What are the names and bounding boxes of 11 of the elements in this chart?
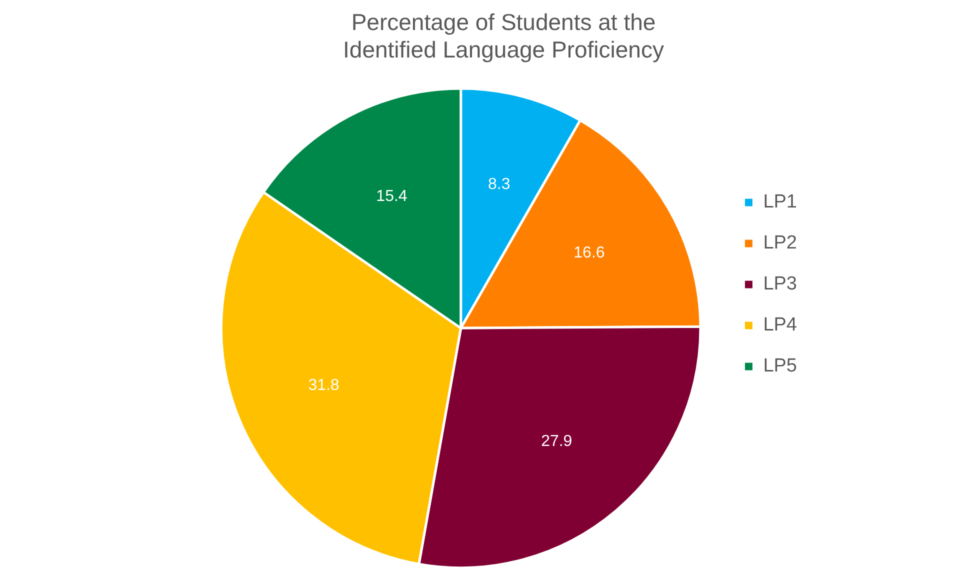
legend-label: LP1 <box>763 192 798 213</box>
legend-label: LP4 <box>763 314 798 336</box>
legend-label: LP2 <box>763 232 798 254</box>
chart-title: Percentage of Students at the Identified Language Proficiency <box>343 9 664 63</box>
legend-label: LP3 <box>763 274 798 295</box>
data-label: 8.3 <box>488 176 510 193</box>
data-label: 31.8 <box>308 376 340 394</box>
legend-label: LP5 <box>763 356 798 377</box>
data-label: 15.4 <box>376 188 408 205</box>
data-label: 27.9 <box>541 433 572 450</box>
data-label: 16.6 <box>574 244 605 262</box>
